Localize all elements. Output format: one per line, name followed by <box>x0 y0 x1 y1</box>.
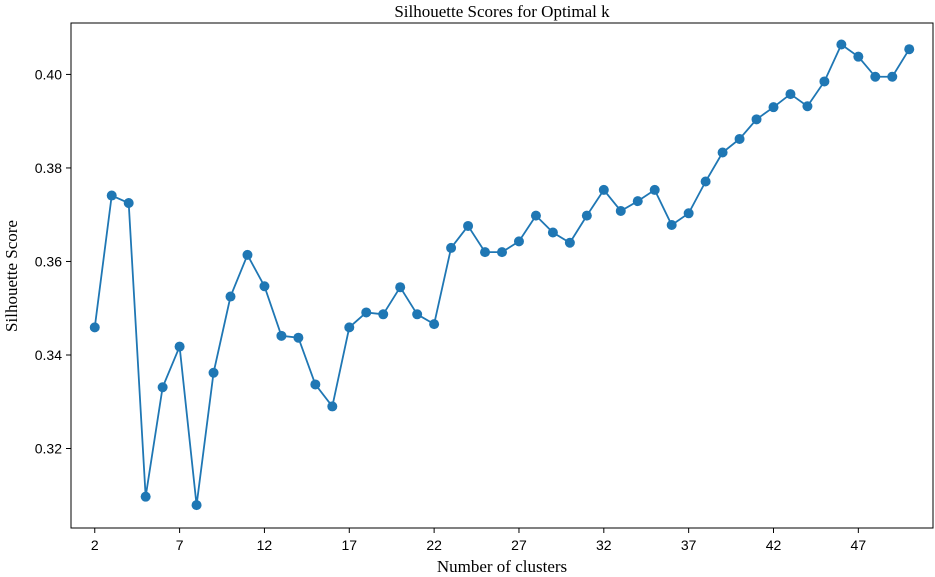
x-tick-label: 27 <box>511 537 527 553</box>
y-tick-label: 0.40 <box>35 66 62 82</box>
data-point <box>598 184 609 195</box>
data-point <box>513 236 524 247</box>
data-point <box>853 51 864 62</box>
data-point <box>446 242 457 253</box>
data-point <box>802 101 813 112</box>
data-point <box>225 291 236 302</box>
data-point <box>547 227 558 238</box>
data-point <box>157 382 168 393</box>
x-tick-label: 42 <box>766 537 782 553</box>
data-point <box>717 147 728 158</box>
data-point <box>276 330 287 341</box>
x-tick-label: 47 <box>851 537 867 553</box>
data-point <box>361 307 372 318</box>
y-tick-label: 0.32 <box>35 441 62 457</box>
data-point <box>259 281 270 292</box>
data-point <box>581 210 592 221</box>
data-point <box>344 322 355 333</box>
plot-frame <box>70 22 934 529</box>
data-point <box>632 196 643 207</box>
x-tick-label: 2 <box>91 537 99 553</box>
y-tick-label: 0.38 <box>35 160 62 176</box>
data-point <box>734 133 745 144</box>
data-point <box>429 319 440 330</box>
data-point <box>378 309 389 320</box>
data-point <box>106 190 117 201</box>
series-line <box>93 43 911 506</box>
data-point <box>870 71 881 82</box>
data-point <box>293 332 304 343</box>
x-tick-label: 17 <box>341 537 357 553</box>
data-point <box>751 114 762 125</box>
data-point <box>530 210 541 221</box>
y-axis: 0.32 0.34 0.36 0.38 0.40 <box>35 66 71 457</box>
x-tick-label: 32 <box>596 537 612 553</box>
data-point <box>463 220 474 231</box>
data-point <box>327 401 338 412</box>
data-point <box>649 184 660 195</box>
data-point <box>785 89 796 100</box>
x-tick-label: 37 <box>681 537 697 553</box>
data-point <box>564 237 575 248</box>
x-tick-label: 7 <box>176 537 184 553</box>
data-point <box>819 76 830 87</box>
data-point <box>700 176 711 187</box>
x-axis-label: Number of clusters <box>437 557 567 576</box>
data-point <box>123 198 134 209</box>
chart-title: Silhouette Scores for Optimal k <box>394 2 610 21</box>
x-tick-label: 12 <box>257 537 273 553</box>
data-point <box>666 220 677 230</box>
y-tick-label: 0.34 <box>35 347 62 363</box>
data-points <box>89 39 915 511</box>
data-point <box>310 379 321 390</box>
data-point <box>412 309 423 320</box>
data-point <box>395 282 406 293</box>
data-point <box>683 208 694 219</box>
data-point <box>208 367 219 378</box>
y-tick-label: 0.36 <box>35 253 62 269</box>
data-point <box>887 71 898 82</box>
data-point <box>140 491 151 502</box>
data-point <box>768 102 779 113</box>
x-tick-label: 22 <box>426 537 442 553</box>
data-point <box>480 247 491 258</box>
y-axis-label: Silhouette Score <box>2 220 21 332</box>
data-point <box>497 247 507 258</box>
x-axis: 2 7 12 17 22 27 32 37 42 47 <box>91 528 866 553</box>
data-point <box>904 44 915 55</box>
data-point <box>89 322 100 333</box>
data-point <box>242 249 253 260</box>
data-point <box>191 500 202 511</box>
data-point <box>836 39 847 50</box>
data-point <box>174 341 185 352</box>
data-point <box>615 205 626 216</box>
